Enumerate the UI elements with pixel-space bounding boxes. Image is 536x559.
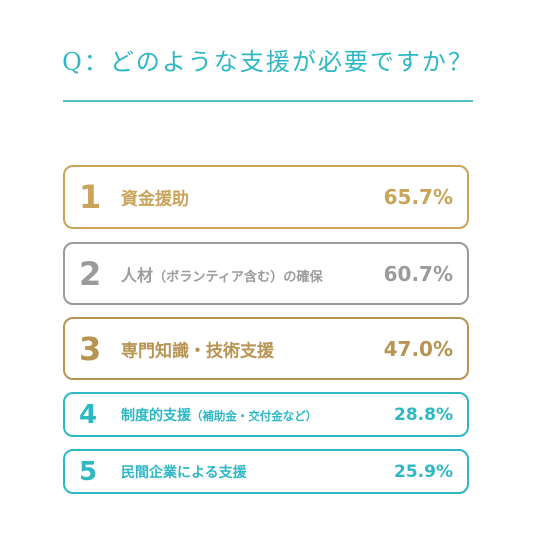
rank-value: 65.7% — [383, 185, 453, 209]
rank-label: 民間企業による支援 — [121, 462, 247, 482]
rank-number: 1 — [79, 178, 102, 216]
rank-label: 資金援助 — [121, 185, 189, 210]
rank-item-4: 4 制度的支援（補助金・交付金など） 28.8% — [63, 392, 469, 437]
rank-number: 5 — [79, 456, 98, 487]
rank-label-sub: （補助金・交付金など） — [191, 408, 318, 423]
rank-label: 制度的支援（補助金・交付金など） — [121, 405, 317, 425]
rank-value: 25.9% — [394, 461, 453, 482]
rank-item-1: 1 資金援助 65.7% — [63, 165, 469, 229]
rank-number: 4 — [79, 399, 98, 430]
rank-label-main: 資金援助 — [121, 189, 189, 210]
rank-item-2: 2 人材（ボランティア含む）の確保 60.7% — [63, 242, 469, 305]
rank-label-main: 制度的支援 — [121, 407, 191, 424]
divider — [63, 100, 473, 102]
rank-value: 47.0% — [383, 336, 453, 361]
rank-label-main: 人材 — [121, 265, 154, 285]
rank-value: 28.8% — [394, 404, 453, 425]
rank-label-main: 民間企業による支援 — [121, 464, 247, 481]
rank-label-main: 専門知識・技術支援 — [121, 341, 274, 361]
rank-label-sub: （ボランティア含む）の確保 — [153, 269, 323, 285]
rank-number: 2 — [79, 254, 102, 293]
rank-number: 3 — [79, 329, 102, 368]
rank-item-3: 3 専門知識・技術支援 47.0% — [63, 317, 469, 380]
rank-item-5: 5 民間企業による支援 25.9% — [63, 449, 469, 494]
rank-value: 60.7% — [383, 261, 453, 286]
rank-label: 人材（ボランティア含む）の確保 — [121, 262, 323, 286]
question-title: Q：どのような支援が必要ですか？ — [62, 48, 474, 76]
rank-label: 専門知識・技術支援 — [121, 336, 274, 361]
